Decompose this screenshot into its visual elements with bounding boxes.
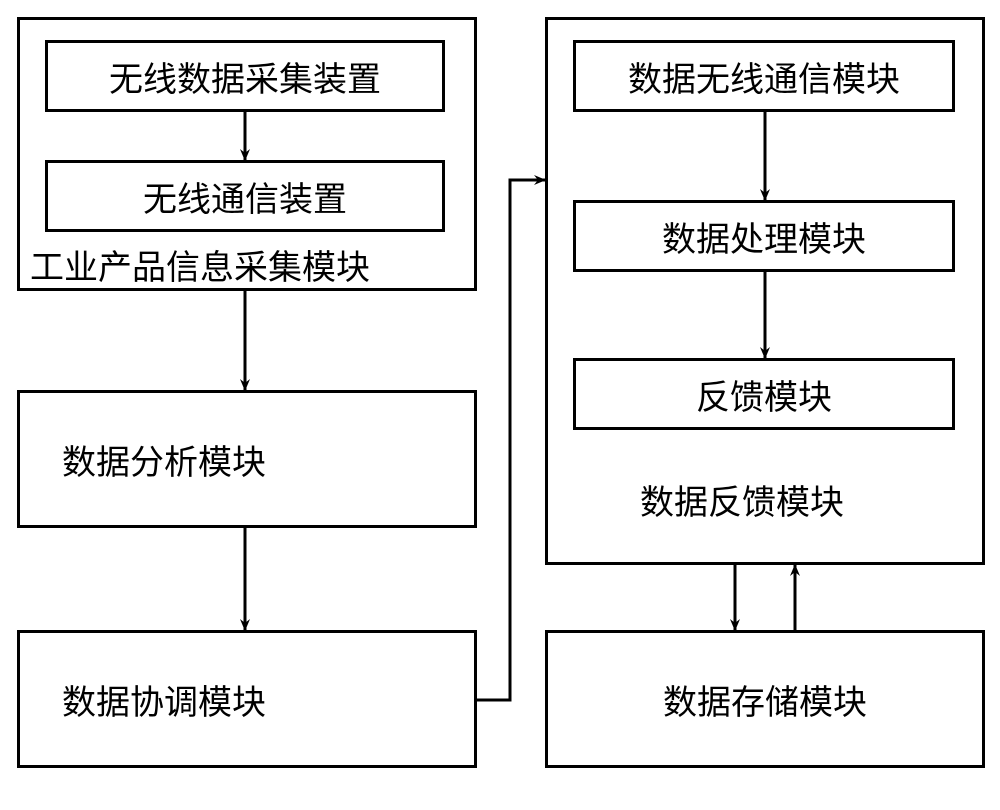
diagram-canvas: 无线数据采集装置 无线通信装置 工业产品信息采集模块 数据分析模块 数据协调模块… [0,0,1000,810]
node-data-storage: 数据存储模块 [545,630,985,768]
node-label: 数据处理模块 [662,212,866,261]
node-label: 数据协调模块 [62,675,266,724]
node-data-processing: 数据处理模块 [573,200,955,272]
node-label: 无线通信装置 [143,172,347,221]
node-label: 反馈模块 [696,370,832,419]
node-label: 无线数据采集装置 [109,52,381,101]
node-data-wireless-comm: 数据无线通信模块 [573,40,955,112]
node-label: 数据无线通信模块 [628,52,900,101]
node-label: 数据分析模块 [62,435,266,484]
edge [477,180,545,700]
node-wireless-data-acquisition: 无线数据采集装置 [45,40,445,112]
node-label: 数据存储模块 [663,675,867,724]
container-label-right: 数据反馈模块 [640,475,844,524]
node-data-coordinate: 数据协调模块 [17,630,477,768]
container-label-left: 工业产品信息采集模块 [30,240,370,289]
node-wireless-communication: 无线通信装置 [45,160,445,232]
node-feedback: 反馈模块 [573,358,955,430]
node-data-analyze: 数据分析模块 [17,390,477,528]
